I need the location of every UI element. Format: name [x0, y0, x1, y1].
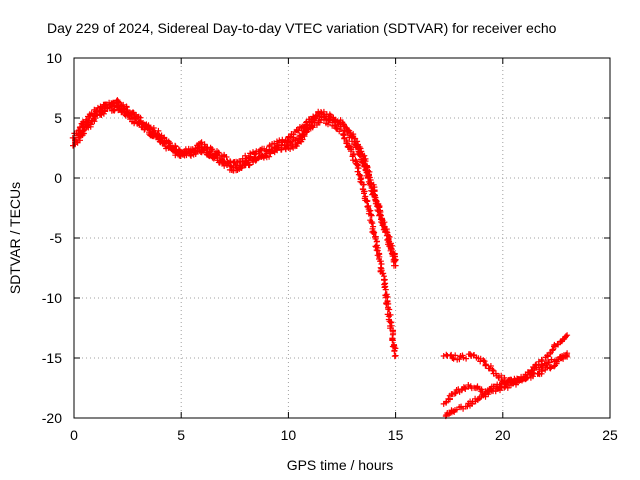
x-tick-label: 0 — [70, 427, 78, 443]
grid-lines — [74, 58, 610, 418]
y-tick-label: -5 — [50, 230, 63, 246]
series-markers — [72, 100, 399, 263]
series-markers — [442, 352, 571, 420]
axis-ticks: 0 5 10 15 20 25 -20 -15 -10 -5 0 5 10 — [42, 50, 618, 443]
x-tick-label: 10 — [281, 427, 297, 443]
y-tick-label: 10 — [46, 50, 62, 66]
y-tick-label: -15 — [42, 350, 62, 366]
series-track-f — [442, 352, 571, 420]
y-tick-label: -10 — [42, 290, 62, 306]
x-axis-label: GPS time / hours — [287, 457, 394, 473]
series-track-c — [72, 100, 399, 263]
x-tick-label: 20 — [495, 427, 511, 443]
y-tick-label: -20 — [42, 410, 62, 426]
y-axis-label: SDTVAR / TECUs — [7, 182, 23, 294]
x-tick-label: 15 — [388, 427, 404, 443]
x-tick-label: 5 — [177, 427, 185, 443]
data-points — [69, 97, 571, 420]
chart-title: Day 229 of 2024, Sidereal Day-to-day VTE… — [47, 20, 557, 36]
y-tick-label: 0 — [54, 170, 62, 186]
y-tick-label: 5 — [54, 110, 62, 126]
x-tick-label: 25 — [602, 427, 618, 443]
